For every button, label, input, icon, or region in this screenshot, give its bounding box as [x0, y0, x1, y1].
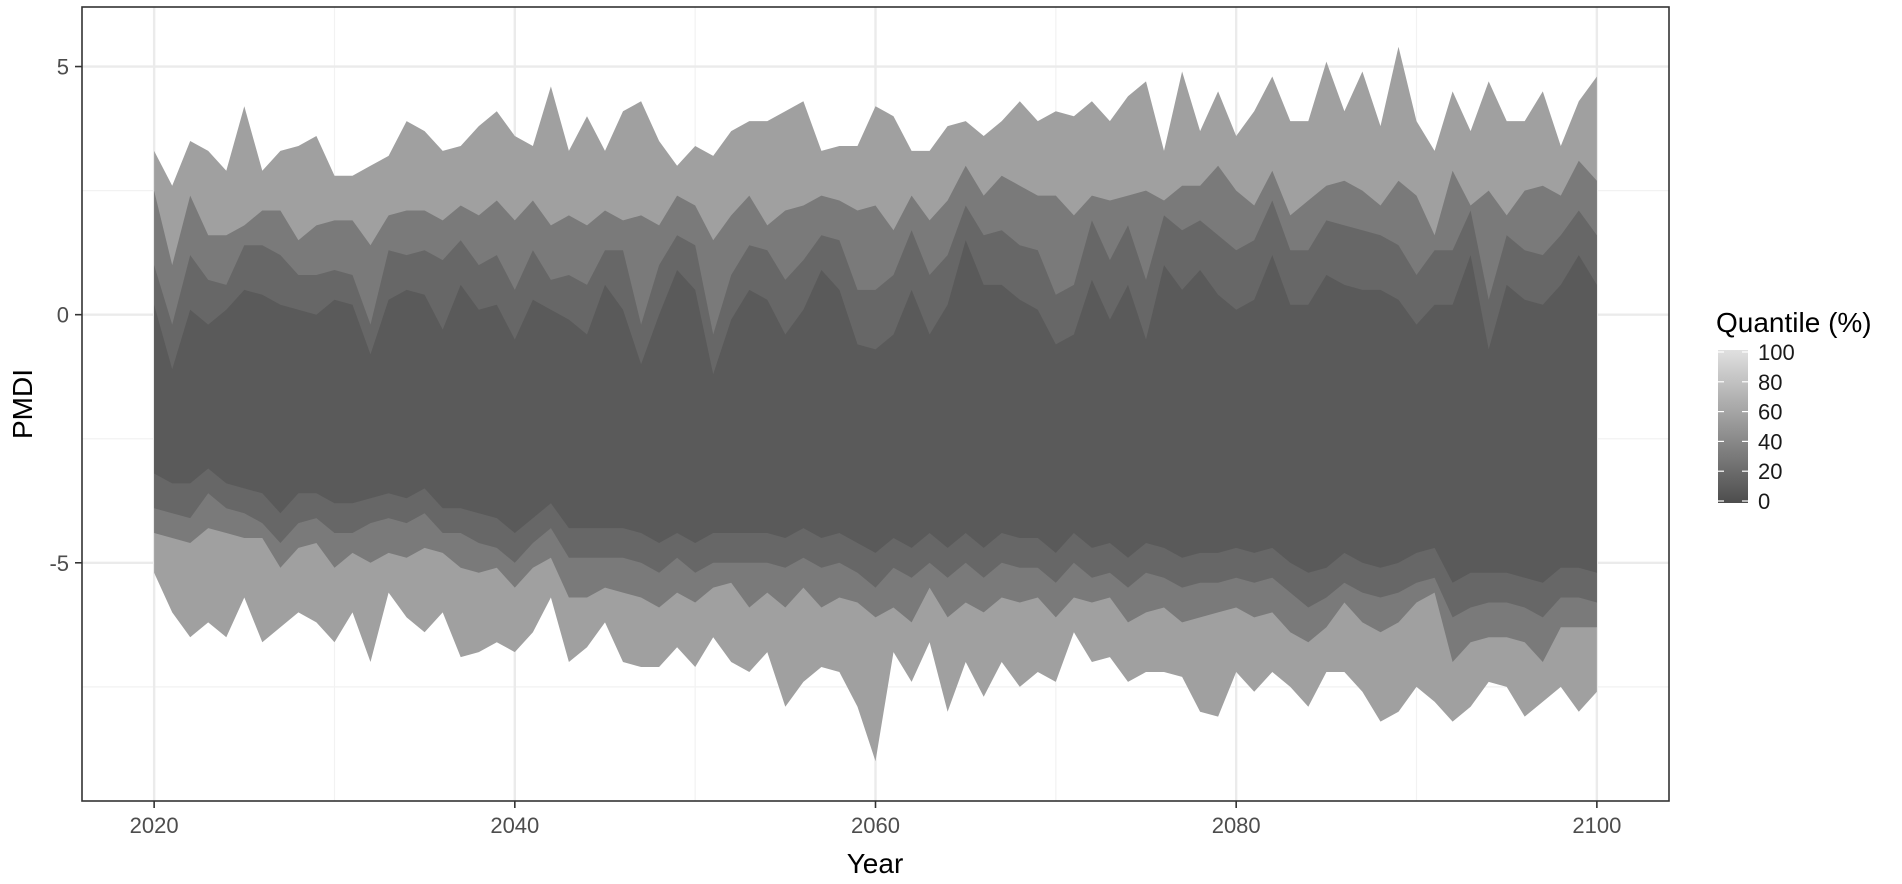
y-tick-label: 5	[57, 55, 69, 80]
legend-label: 100	[1758, 340, 1795, 365]
legend-labels: 100 80 60 40 20 0	[1718, 340, 1795, 514]
legend: Quantile (%) 100 80 60 40 20 0	[1716, 307, 1872, 514]
x-tick-label: 2100	[1572, 813, 1621, 838]
quantile-bands	[154, 46, 1597, 762]
legend-label: 60	[1758, 400, 1782, 425]
y-axis-title: PMDI	[7, 369, 38, 439]
y-axis: 5 0 -5	[49, 55, 82, 576]
x-tick-label: 2020	[130, 813, 179, 838]
x-tick-label: 2080	[1212, 813, 1261, 838]
y-tick-label: -5	[49, 551, 69, 576]
x-tick-label: 2060	[851, 813, 900, 838]
x-axis-title: Year	[847, 848, 904, 879]
legend-colorbar	[1718, 350, 1748, 503]
x-axis: 2020 2040 2060 2080 2100	[130, 801, 1621, 838]
x-tick-label: 2040	[490, 813, 539, 838]
legend-title: Quantile (%)	[1716, 307, 1872, 338]
quantile-band-core	[154, 240, 1597, 583]
legend-label: 0	[1758, 489, 1770, 514]
legend-label: 20	[1758, 459, 1782, 484]
legend-label: 80	[1758, 370, 1782, 395]
legend-label: 40	[1758, 429, 1782, 454]
y-tick-label: 0	[57, 303, 69, 328]
